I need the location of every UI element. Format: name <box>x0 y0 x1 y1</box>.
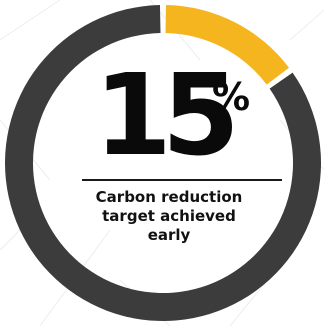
caption: Carbon reduction target achieved early <box>62 188 276 245</box>
headline-figure: 15 % <box>94 51 254 181</box>
donut-segment-achieved <box>165 5 290 85</box>
divider-line <box>82 179 282 181</box>
headline-unit: % <box>212 75 251 119</box>
caption-line-3: early <box>147 226 191 244</box>
caption-line-2: target achieved <box>102 207 236 225</box>
headline-value: 15 <box>94 51 240 181</box>
caption-line-1: Carbon reduction <box>95 188 243 206</box>
